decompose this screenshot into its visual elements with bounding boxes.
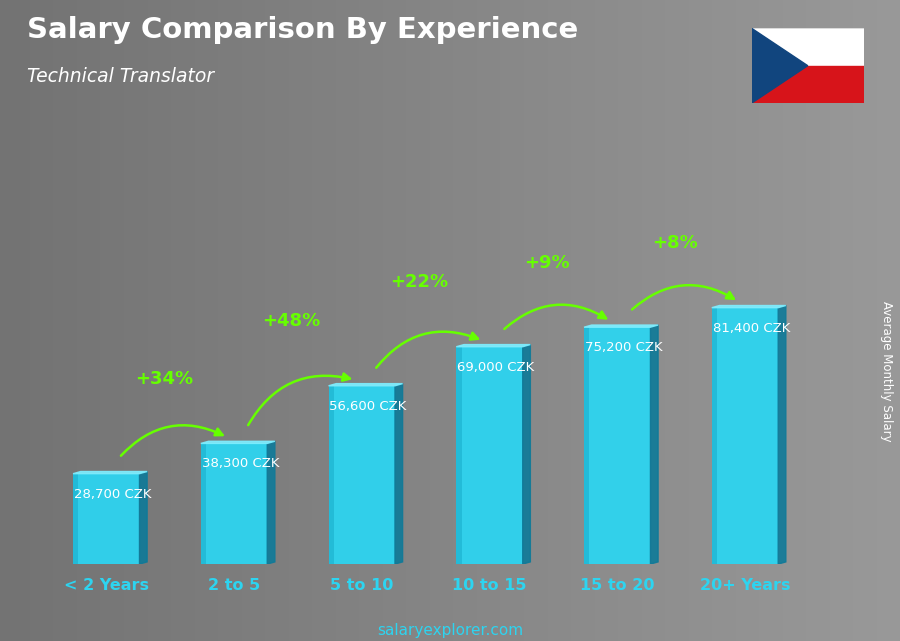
Bar [584,327,651,564]
Text: 69,000 CZK: 69,000 CZK [457,361,535,374]
FancyArrowPatch shape [376,331,478,368]
Text: +22%: +22% [391,273,448,291]
Bar [73,474,140,564]
Bar [456,347,462,564]
Bar [328,386,395,564]
Bar [712,308,778,564]
Polygon shape [140,472,147,564]
Polygon shape [328,383,402,386]
Text: Technical Translator: Technical Translator [27,67,214,87]
Text: +8%: +8% [652,234,698,252]
Text: +48%: +48% [263,312,320,330]
Polygon shape [456,345,530,347]
FancyArrowPatch shape [121,425,222,456]
Polygon shape [712,306,786,308]
FancyArrowPatch shape [248,374,350,425]
Bar [73,474,78,564]
Text: Average Monthly Salary: Average Monthly Salary [880,301,893,442]
Text: 38,300 CZK: 38,300 CZK [202,457,279,470]
Text: 28,700 CZK: 28,700 CZK [74,488,151,501]
FancyArrowPatch shape [504,304,606,329]
Bar [752,28,864,66]
Text: salaryexplorer.com: salaryexplorer.com [377,623,523,638]
Text: 56,600 CZK: 56,600 CZK [329,400,407,413]
Polygon shape [752,28,808,103]
Bar [456,347,523,564]
Bar [752,66,864,103]
Polygon shape [523,345,530,564]
Bar [584,327,590,564]
Text: +34%: +34% [135,370,193,388]
Polygon shape [651,325,658,564]
Bar [328,386,334,564]
Polygon shape [73,472,147,474]
Text: Salary Comparison By Experience: Salary Comparison By Experience [27,16,578,44]
FancyArrowPatch shape [632,285,734,310]
Bar [201,444,206,564]
Text: 81,400 CZK: 81,400 CZK [713,322,790,335]
Polygon shape [778,306,786,564]
Polygon shape [267,441,274,564]
Text: 75,200 CZK: 75,200 CZK [585,341,662,354]
Polygon shape [584,325,658,327]
Bar [201,444,267,564]
Bar [712,308,717,564]
Polygon shape [395,383,402,564]
Polygon shape [201,441,274,444]
Text: +9%: +9% [524,254,570,272]
